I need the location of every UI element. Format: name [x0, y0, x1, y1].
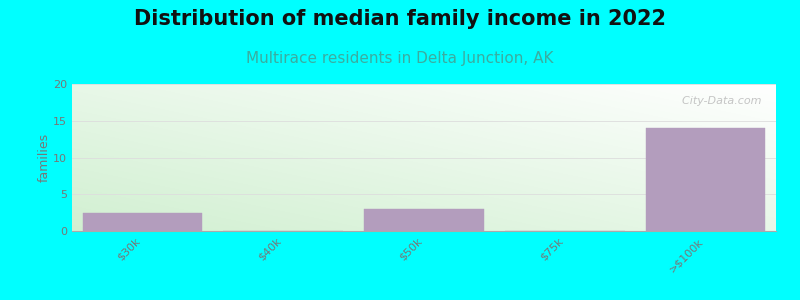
Bar [82, 213, 202, 231]
Text: City-Data.com: City-Data.com [675, 96, 762, 106]
Y-axis label: families: families [38, 133, 50, 182]
Bar [646, 128, 766, 231]
Text: Distribution of median family income in 2022: Distribution of median family income in … [134, 9, 666, 29]
Bar [364, 209, 484, 231]
Text: Multirace residents in Delta Junction, AK: Multirace residents in Delta Junction, A… [246, 51, 554, 66]
